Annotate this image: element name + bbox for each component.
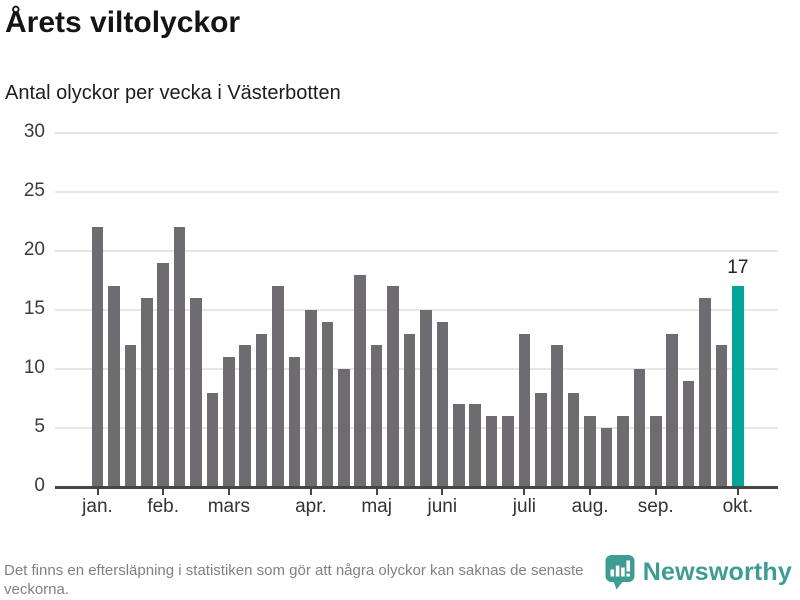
bar-week-22	[436, 321, 449, 487]
bar-week-39	[715, 345, 728, 487]
bar-week-34	[633, 369, 646, 487]
bar-week-37	[682, 380, 695, 487]
x-axis-tick-okt	[736, 489, 739, 495]
chart-subtitle: Antal olyckor per vecka i Västerbotten	[5, 82, 341, 104]
bar-week-23	[452, 404, 465, 487]
x-axis-tick-aug	[589, 489, 592, 495]
bar-week-26	[502, 416, 514, 487]
x-axis-label-sep: sep.	[637, 496, 674, 517]
gridline-y-25	[55, 191, 778, 193]
page-title: Årets viltolyckor	[5, 6, 241, 39]
y-axis-label-0: 0	[34, 475, 45, 496]
x-axis-tick-maj	[375, 489, 378, 495]
x-axis-tick-feb	[162, 489, 165, 495]
x-axis-label-mars: mars	[207, 496, 250, 517]
bar-week-15	[321, 321, 334, 487]
bar-week-17	[354, 274, 366, 487]
bar-week-13	[288, 357, 301, 487]
bar-week-12	[272, 286, 284, 487]
x-axis-tick-mars	[227, 489, 230, 495]
bar-week-19	[387, 286, 399, 487]
x-axis-tick-jan	[96, 489, 99, 495]
bar-week-6	[173, 227, 186, 487]
bar-week-16	[338, 369, 350, 487]
bar-week-36	[666, 333, 678, 487]
bar-week-8	[206, 392, 219, 487]
bar-week-20	[403, 333, 416, 487]
x-axis-label-maj: maj	[361, 496, 392, 517]
bar-week-31	[584, 416, 596, 487]
x-axis-tick-juli	[523, 489, 526, 495]
x-axis-line	[55, 486, 778, 489]
bar-week-5	[157, 262, 169, 487]
x-axis-tick-juni	[441, 489, 444, 495]
y-axis-label-10: 10	[23, 357, 45, 378]
footnote: Det finns en eftersläpning i statistiken…	[4, 562, 584, 598]
x-axis-label-aug: aug.	[571, 496, 609, 517]
gridline-y-15	[55, 309, 778, 311]
bar-week-18	[370, 345, 383, 487]
bar-week-9	[223, 357, 235, 487]
bar-week-2	[108, 286, 120, 487]
bar-week-33	[617, 416, 629, 487]
gridline-y-30	[55, 132, 778, 134]
y-axis-label-25: 25	[23, 180, 45, 201]
y-axis-label-30: 30	[23, 121, 45, 142]
bar-week-25	[485, 416, 498, 487]
x-axis-label-apr: apr.	[295, 496, 327, 517]
bar-week-3	[124, 345, 137, 487]
y-axis-label-5: 5	[34, 416, 45, 437]
gridline-y-20	[55, 250, 778, 252]
bar-week-10	[239, 345, 252, 487]
x-axis-label-juni: juni	[427, 496, 458, 517]
gridline-y-10	[55, 368, 778, 370]
x-axis-label-okt: okt.	[722, 496, 754, 517]
bar-week-38	[699, 298, 711, 487]
x-axis-label-feb: feb.	[147, 496, 180, 517]
bar-chart-plot-area	[55, 132, 778, 495]
newsworthy-speech-bubble-chart-icon	[605, 554, 636, 590]
y-axis-label-15: 15	[23, 298, 45, 319]
bar-week-40-highlighted	[732, 286, 744, 487]
bar-week-21	[420, 310, 432, 487]
bar-week-24	[469, 404, 481, 487]
bar-week-14	[305, 310, 317, 487]
bar-week-35	[649, 416, 662, 487]
x-axis-tick-apr	[309, 489, 312, 495]
bar-week-7	[190, 298, 202, 487]
bar-week-11	[255, 333, 268, 487]
bar-week-32	[600, 428, 613, 487]
newsworthy-wordmark: Newsworthy	[642, 557, 792, 586]
bar-week-29	[551, 345, 564, 487]
newsworthy-logo: Newsworthy	[605, 554, 792, 590]
bar-week-28	[535, 392, 547, 487]
x-axis-label-jan: jan.	[82, 496, 113, 517]
x-axis-tick-sep	[654, 489, 657, 495]
y-axis-label-20: 20	[23, 239, 45, 260]
bar-week-4	[140, 298, 153, 487]
bar-week-1	[91, 227, 104, 487]
x-axis-label-juli: juli	[512, 496, 537, 517]
gridline-y-5	[55, 427, 778, 429]
bar-week-30	[567, 392, 580, 487]
bar-week-27	[518, 333, 531, 487]
highlight-value-label: 17	[727, 257, 749, 279]
